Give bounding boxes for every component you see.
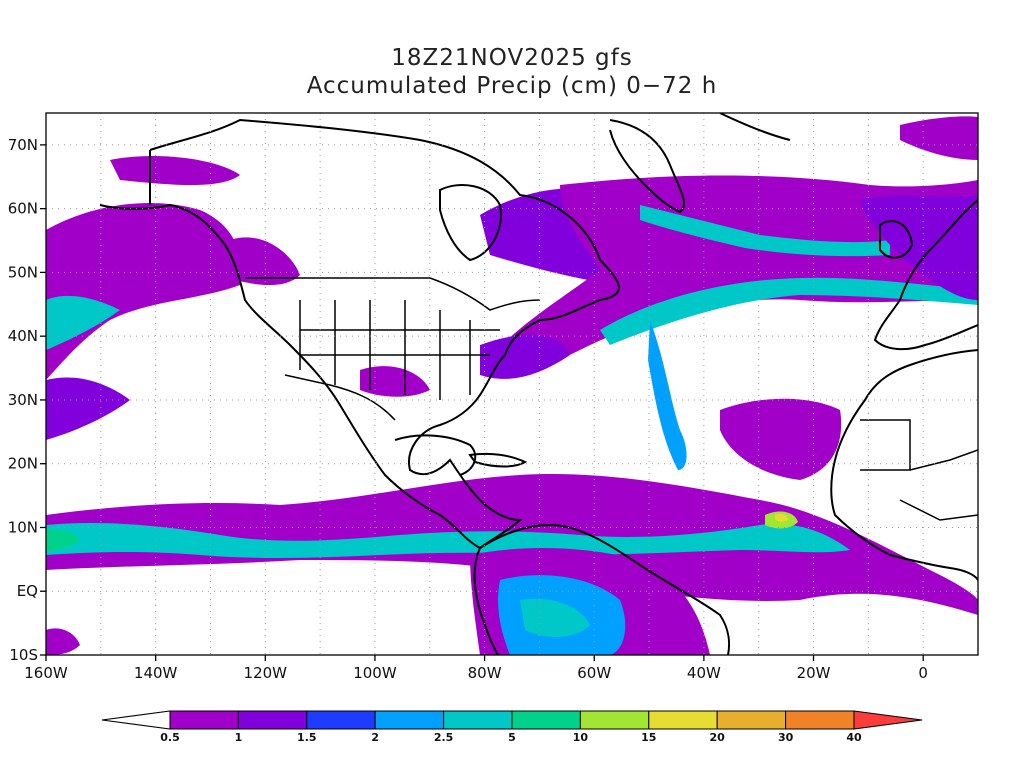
border-us-mexico: [284, 374, 396, 421]
longitude-ticks: 160W 140W 120W 100W 80W 60W 40W 20W 0: [24, 655, 928, 682]
coastlines: [99, 113, 978, 655]
coastline-africa: [830, 349, 978, 581]
colorbar-label: 0.5: [160, 731, 180, 744]
colorbar-label: 5: [508, 731, 516, 744]
colorbar-label: 1: [235, 731, 243, 744]
lat-tick-label: 60N: [8, 200, 38, 218]
map-frame: [45, 112, 979, 656]
lon-tick-label: 80W: [468, 664, 502, 682]
lon-tick-label: 140W: [134, 664, 178, 682]
colorbar-swatch: [716, 710, 787, 730]
map-title: 18Z21NOV2025 gfs Accumulated Precip (cm)…: [0, 44, 1024, 100]
coastline-british-isles: [879, 220, 914, 259]
precip-us-central: [360, 366, 430, 397]
colorbar-swatch: [237, 710, 308, 730]
colorbar-swatch: [169, 710, 239, 730]
precip-itcz-max: [775, 513, 788, 522]
colorbar-swatch: [785, 710, 855, 730]
gridlines: [46, 113, 978, 655]
lon-tick-label: 160W: [24, 664, 68, 682]
lat-tick-label: 10N: [8, 518, 38, 536]
precip-north-pacific: [46, 202, 242, 380]
colorbar: 0.5 1 1.5 2 2.5 5 10 15 20 30 40: [101, 710, 923, 744]
colorbar-label: 1.5: [297, 731, 317, 744]
border-us-states: [299, 300, 500, 400]
border-us-canada: [245, 277, 541, 311]
title-line-1: 18Z21NOV2025 gfs: [391, 45, 633, 71]
colorbar-label: 15: [641, 731, 656, 744]
border-africa: [860, 419, 978, 521]
precip-us-east: [480, 334, 570, 379]
lat-tick-label: 70N: [8, 136, 38, 154]
precip-pacific-northwest: [230, 237, 300, 285]
lat-tick-label: 30N: [8, 391, 38, 409]
precip-greenland-band: [640, 205, 890, 257]
colorbar-low-arrow: [101, 710, 171, 730]
precip-pacific-band-2: [46, 377, 130, 440]
lon-tick-label: 60W: [577, 664, 611, 682]
lat-tick-label: 50N: [8, 263, 38, 281]
colorbar-label: 40: [846, 731, 862, 744]
lat-tick-label: 10S: [9, 646, 38, 664]
coastline-greenland-east: [719, 113, 791, 141]
colorbar-label: 2.5: [434, 731, 454, 744]
title-line-2: Accumulated Precip (cm) 0−72 h: [306, 73, 718, 99]
lat-tick-label: EQ: [17, 582, 38, 600]
colorbar-swatch: [579, 710, 650, 730]
precip-field: [46, 116, 978, 655]
precip-itcz-core: [46, 523, 850, 559]
colorbar-swatch: [648, 710, 718, 730]
colorbar-swatch: [374, 710, 445, 730]
precip-south-pacific: [46, 628, 80, 655]
precip-atlantic-tail: [648, 320, 687, 470]
coastline-greenland: [609, 119, 686, 214]
precip-itcz-green: [46, 529, 80, 552]
latitude-ticks: 10S EQ 10N 20N 30N 40N 50N 60N 70N: [8, 136, 46, 664]
lon-tick-label: 0: [918, 664, 928, 682]
coastline-south-america: [479, 523, 730, 655]
coastline-south-america-west: [473, 547, 499, 655]
precip-alaska-gulf: [110, 155, 240, 185]
coastline-cuba-caribbean: [468, 452, 528, 468]
colorbar-swatch: [443, 710, 513, 730]
lon-tick-label: 100W: [353, 664, 397, 682]
colorbar-swatch: [306, 710, 376, 730]
lat-tick-label: 40N: [8, 327, 38, 345]
precip-amazon-teal: [520, 598, 590, 637]
coastline-gulf-mexico: [394, 434, 477, 476]
colorbar-label: 30: [778, 731, 794, 744]
colorbar-label: 2: [371, 731, 379, 744]
precip-atlantic-core: [600, 277, 978, 345]
lon-tick-label: 20W: [797, 664, 831, 682]
precip-north-atlantic: [490, 175, 978, 371]
precip-arctic-north: [900, 116, 978, 160]
precip-subtropical-atlantic: [720, 398, 842, 480]
coastline-hudson-bay: [439, 184, 502, 262]
colorbar-label: 10: [573, 731, 589, 744]
lon-tick-label: 40W: [687, 664, 721, 682]
colorbar-swatch: [511, 710, 581, 730]
coastline-europe: [873, 199, 978, 351]
colorbar-high-arrow: [853, 710, 923, 730]
lon-tick-label: 120W: [244, 664, 288, 682]
coastline-north-america: [99, 118, 620, 550]
colorbar-label: 20: [710, 731, 726, 744]
lat-tick-label: 20N: [8, 455, 38, 473]
political-borders: [245, 277, 978, 521]
